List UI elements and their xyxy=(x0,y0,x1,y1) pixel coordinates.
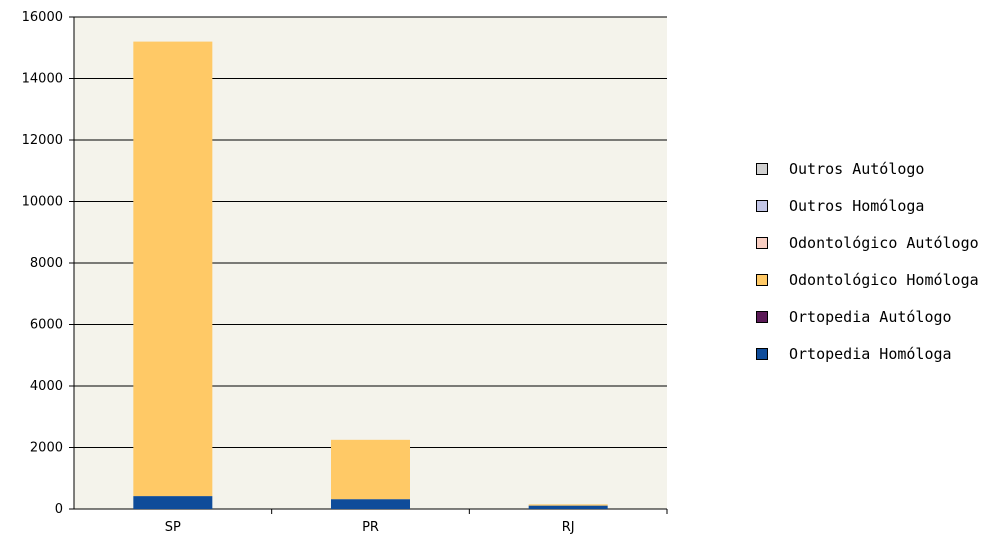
legend-swatch xyxy=(756,162,768,175)
bar-segment xyxy=(331,439,410,500)
legend-item: Outros Autólogo xyxy=(756,150,979,187)
bar-segment xyxy=(528,505,608,509)
x-tick-label: RJ xyxy=(562,520,575,535)
legend-swatch xyxy=(756,347,768,360)
bar-segment xyxy=(133,496,213,509)
bar-segment xyxy=(528,504,608,506)
chart-plot: 0 2000 4000 6000 8000 10000 12000 14000 16000 SP P… xyxy=(22,10,668,535)
legend-label: Outros Homóloga xyxy=(789,196,925,215)
y-tick-label: 12000 xyxy=(22,133,63,148)
chart-legend: Outros Autólogo Outros Homóloga Odontológi… xyxy=(756,150,979,372)
legend-item: Ortopedia Homóloga xyxy=(756,335,979,372)
x-tick-label: PR xyxy=(362,520,379,535)
legend-label: Odontológico Autólogo xyxy=(789,233,979,252)
legend-swatch xyxy=(756,273,768,286)
legend-label: Ortopedia Autólogo xyxy=(789,307,952,326)
legend-item: Odontológico Homóloga xyxy=(756,261,979,298)
legend-swatch xyxy=(756,236,768,249)
y-tick-label: 16000 xyxy=(22,10,63,25)
legend-label: Outros Autólogo xyxy=(789,159,925,178)
y-tick-label: 0 xyxy=(55,502,63,517)
x-tick-label: SP xyxy=(165,520,181,535)
bar-segment xyxy=(133,41,213,497)
legend-item: Odontológico Autólogo xyxy=(756,224,979,261)
legend-swatch xyxy=(756,199,768,212)
y-tick-label: 8000 xyxy=(30,256,63,271)
y-tick-label: 4000 xyxy=(30,379,63,394)
legend-item: Outros Homóloga xyxy=(756,187,979,224)
y-tick-label: 10000 xyxy=(22,195,63,210)
legend-label: Odontológico Homóloga xyxy=(789,270,979,289)
legend-label: Ortopedia Homóloga xyxy=(789,344,952,363)
y-tick-label: 6000 xyxy=(30,318,63,333)
y-tick-label: 2000 xyxy=(30,441,63,456)
legend-swatch xyxy=(756,310,768,323)
y-tick-label: 14000 xyxy=(22,72,63,87)
bar-segment xyxy=(331,499,410,509)
legend-item: Ortopedia Autólogo xyxy=(756,298,979,335)
